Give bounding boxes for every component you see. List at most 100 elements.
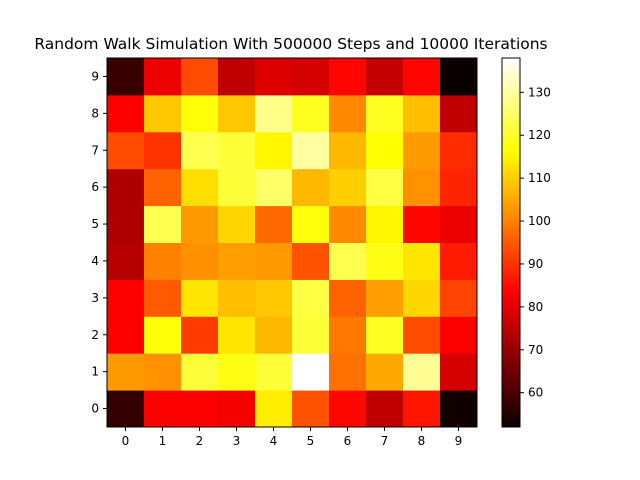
heatmap-cell [255, 168, 293, 207]
heatmap-cell [329, 242, 367, 280]
heatmap-cell [329, 316, 367, 354]
heatmap-cell [292, 131, 330, 170]
heatmap-cell [440, 279, 478, 317]
heatmap-cell [181, 353, 219, 391]
heatmap-cell [403, 353, 441, 391]
x-tick-label: 5 [307, 434, 315, 448]
colorbar-tick-label: 100 [528, 214, 551, 228]
colorbar [501, 57, 521, 428]
heatmap-cell [218, 58, 256, 96]
heatmap-cell [107, 94, 145, 133]
heatmap-cell [292, 390, 330, 428]
heatmap-cell [292, 94, 330, 133]
heatmap-cell [329, 279, 367, 317]
heatmap-cell [329, 353, 367, 391]
heatmap-cell [440, 390, 478, 428]
heatmap-cell [255, 279, 293, 317]
heatmap-cell [292, 168, 330, 207]
y-tick-label: 3 [91, 291, 99, 305]
x-tick-label: 9 [455, 434, 463, 448]
heatmap-cell [255, 316, 293, 354]
chart-title: Random Walk Simulation With 500000 Steps… [34, 35, 547, 53]
heatmap-cell [403, 205, 441, 243]
heatmap-cell [440, 242, 478, 280]
heatmap-cell [292, 316, 330, 354]
heatmap-cell [292, 353, 330, 391]
heatmap-cell [403, 390, 441, 428]
heatmap-cell [218, 390, 256, 428]
heatmap-cell [440, 205, 478, 243]
heatmap-cell [181, 168, 219, 207]
y-tick-label: 4 [91, 254, 99, 268]
heatmap-cell [181, 131, 219, 170]
heatmap-cell [440, 316, 478, 354]
heatmap-cell [181, 390, 219, 428]
colorbar-tick-label: 130 [528, 85, 551, 99]
heatmap-cell [366, 353, 404, 391]
heatmap-cell [440, 94, 478, 133]
x-tick-label: 4 [270, 434, 278, 448]
x-tick-label: 2 [196, 434, 204, 448]
heatmap-cell [255, 353, 293, 391]
heatmap-cell [218, 316, 256, 354]
colorbar-tick-label: 110 [528, 171, 551, 185]
heatmap-cell [218, 242, 256, 280]
heatmap-cell [144, 205, 182, 243]
heatmap-cell [218, 94, 256, 133]
heatmap-cell [255, 205, 293, 243]
x-tick-label: 0 [122, 434, 130, 448]
heatmap-cell [366, 279, 404, 317]
heatmap-cell [403, 279, 441, 317]
heatmap-cell [107, 390, 145, 428]
heatmap-cell [366, 205, 404, 243]
colorbar-tick-label: 70 [528, 343, 543, 357]
heatmap-cell [329, 58, 367, 96]
y-tick-label: 8 [91, 106, 99, 120]
heatmap-cell [255, 58, 293, 96]
heatmap-cell [144, 390, 182, 428]
heatmap-cell [292, 279, 330, 317]
heatmap-cell [107, 168, 145, 207]
heatmap-cell [181, 316, 219, 354]
y-tick-label: 7 [91, 143, 99, 157]
heatmap-cell [255, 242, 293, 280]
heatmap-cell [329, 168, 367, 207]
heatmap-cell [440, 168, 478, 207]
colorbar-tick-label: 80 [528, 300, 543, 314]
heatmap-cell [144, 94, 182, 133]
heatmap-cell [366, 58, 404, 96]
heatmap-cell [440, 131, 478, 170]
heatmap-cell [218, 168, 256, 207]
x-tick-label: 7 [381, 434, 389, 448]
heatmap-cell [255, 390, 293, 428]
colorbar-tick-label: 120 [528, 128, 551, 142]
colorbar-tick-label: 90 [528, 257, 543, 271]
heatmap-cell [107, 131, 145, 170]
heatmap-cell [329, 205, 367, 243]
heatmap-cell [107, 279, 145, 317]
heatmap-cell [403, 242, 441, 280]
heatmap-cell [403, 168, 441, 207]
heatmap-cell [218, 205, 256, 243]
colorbar-tick-label: 60 [528, 386, 543, 400]
heatmap-cell [366, 131, 404, 170]
y-tick-label: 0 [91, 402, 99, 416]
heatmap-cell [440, 58, 478, 96]
heatmap-cell [144, 168, 182, 207]
heatmap-cell [144, 279, 182, 317]
heatmap-cell [292, 58, 330, 96]
heatmap-cell [144, 316, 182, 354]
x-tick-label: 3 [233, 434, 241, 448]
plot-frame [106, 57, 478, 428]
heatmap-cell [255, 131, 293, 170]
heatmap-cell [181, 58, 219, 96]
heatmap-cell [255, 94, 293, 133]
x-tick-label: 8 [418, 434, 426, 448]
heatmap-cell [144, 353, 182, 391]
heatmap-cell [107, 242, 145, 280]
heatmap-cell [366, 168, 404, 207]
heatmap-cell [366, 242, 404, 280]
heatmap-cell [366, 390, 404, 428]
heatmap-cell [218, 131, 256, 170]
y-tick-label: 2 [91, 328, 99, 342]
